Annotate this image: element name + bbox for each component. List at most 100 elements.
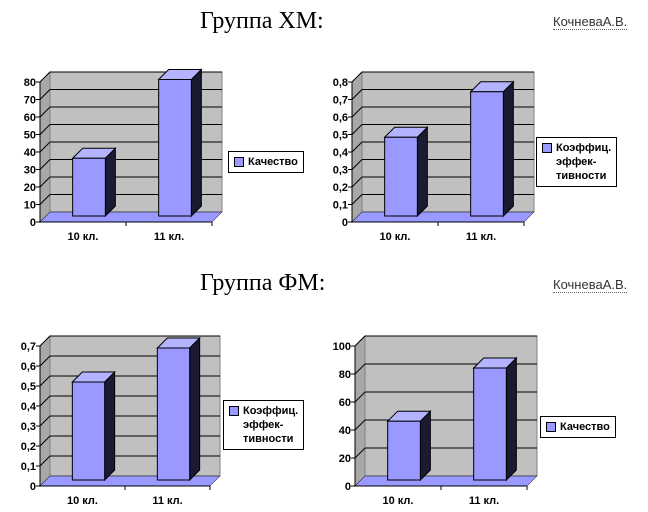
gridline xyxy=(39,71,51,83)
x-tick-label: 10 кл. xyxy=(380,231,411,243)
gridline xyxy=(39,335,51,347)
legend-swatch xyxy=(229,406,239,416)
gridline xyxy=(354,419,366,431)
gridline xyxy=(39,415,51,427)
bar-side xyxy=(419,409,431,482)
x-tick-label: 10 кл. xyxy=(67,495,98,507)
gridline xyxy=(351,176,363,188)
legend-swatch xyxy=(234,157,244,167)
x-tick-label: 11 кл. xyxy=(469,495,499,507)
legend-swatch xyxy=(542,143,552,153)
y-tick-label: 0 xyxy=(30,481,36,493)
x-tick-label: 10 кл. xyxy=(383,495,414,507)
group1-title: Группа ХМ: xyxy=(200,8,324,34)
gridline xyxy=(39,141,51,153)
bar xyxy=(470,91,504,217)
gridline xyxy=(354,363,366,375)
legend-swatch xyxy=(546,422,556,432)
y-tick-label: 0,2 xyxy=(21,441,36,453)
gridline xyxy=(39,159,51,170)
legend-label: Коэффиц. эффек- тивности xyxy=(556,142,612,182)
y-tick-label: 0 xyxy=(342,217,348,229)
y-tick-label: 0,4 xyxy=(333,147,349,159)
y-tick-label: 0,3 xyxy=(21,421,36,433)
gridline xyxy=(351,141,363,153)
y-tick-label: 100 xyxy=(333,341,351,353)
y-tick-label: 30 xyxy=(24,165,36,177)
gridline xyxy=(351,106,363,118)
legend-label: Коэффиц. эффек- тивности xyxy=(243,405,299,445)
legend-label: Качество xyxy=(248,156,298,168)
author-name: КочневаА.В. xyxy=(553,277,628,293)
gridline xyxy=(39,124,51,135)
gridline xyxy=(351,194,363,205)
bar xyxy=(156,347,191,481)
bar xyxy=(72,157,106,217)
x-tick-label: 11 кл. xyxy=(154,231,184,243)
gridline xyxy=(354,335,366,347)
y-tick-label: 50 xyxy=(24,130,36,142)
chart-2-legend: Коэффиц. эффек- тивности xyxy=(536,137,618,187)
y-tick-label: 0,6 xyxy=(21,361,36,373)
bar xyxy=(71,381,106,481)
y-tick-label: 20 xyxy=(339,453,351,465)
y-tick-label: 0,1 xyxy=(21,461,36,473)
chart-3-legend: Коэффиц. эффек- тивности xyxy=(223,400,305,450)
y-tick-label: 0,4 xyxy=(21,401,37,413)
author-name: КочневаА.В. xyxy=(553,14,628,30)
y-tick-label: 0 xyxy=(30,217,36,229)
gridline xyxy=(39,455,51,467)
x-tick-label: 11 кл. xyxy=(152,495,182,507)
chart-floor xyxy=(354,475,538,487)
gridline xyxy=(39,176,51,188)
y-tick-label: 20 xyxy=(24,182,36,194)
y-tick-label: 80 xyxy=(339,369,351,381)
chart-4-legend: Качество xyxy=(540,416,616,438)
gridline xyxy=(39,355,51,367)
y-tick-label: 70 xyxy=(24,95,36,107)
chart-side-wall xyxy=(354,334,366,488)
y-tick-label: 60 xyxy=(24,112,36,124)
y-tick-label: 0,8 xyxy=(333,77,348,89)
y-tick-label: 60 xyxy=(339,397,351,409)
y-tick-label: 0,6 xyxy=(333,112,348,124)
bar-side xyxy=(505,356,517,482)
y-tick-label: 0,5 xyxy=(21,381,36,393)
y-tick-label: 0 xyxy=(345,481,351,493)
y-tick-label: 0,7 xyxy=(21,341,36,353)
gridline xyxy=(39,106,51,118)
gridline xyxy=(39,435,51,447)
x-tick-label: 11 кл. xyxy=(466,231,496,243)
gridline xyxy=(39,395,51,407)
chart-1-legend: Качество xyxy=(228,151,304,173)
legend-label: Качество xyxy=(560,421,610,433)
gridline xyxy=(351,89,363,100)
bar xyxy=(384,136,418,217)
gridline xyxy=(351,159,363,170)
gridline xyxy=(354,447,366,459)
y-tick-label: 40 xyxy=(24,147,36,159)
y-tick-label: 0,5 xyxy=(333,130,348,142)
gridline xyxy=(351,124,363,135)
y-tick-label: 80 xyxy=(24,77,36,89)
bar xyxy=(473,367,507,481)
gridline xyxy=(39,194,51,205)
y-tick-label: 0,3 xyxy=(333,165,348,177)
y-tick-label: 10 xyxy=(24,200,36,212)
x-tick-label: 10 кл. xyxy=(68,231,99,243)
gridline xyxy=(354,391,366,403)
group2-title: Группа ФМ: xyxy=(200,270,326,296)
y-tick-label: 0,2 xyxy=(333,182,348,194)
y-tick-label: 0,1 xyxy=(333,200,348,212)
gridline xyxy=(39,89,51,100)
bar xyxy=(387,420,421,481)
bar xyxy=(158,79,192,217)
y-tick-label: 40 xyxy=(339,425,351,437)
gridline xyxy=(39,375,51,387)
gridline xyxy=(351,71,363,83)
y-tick-label: 0,7 xyxy=(333,95,348,107)
